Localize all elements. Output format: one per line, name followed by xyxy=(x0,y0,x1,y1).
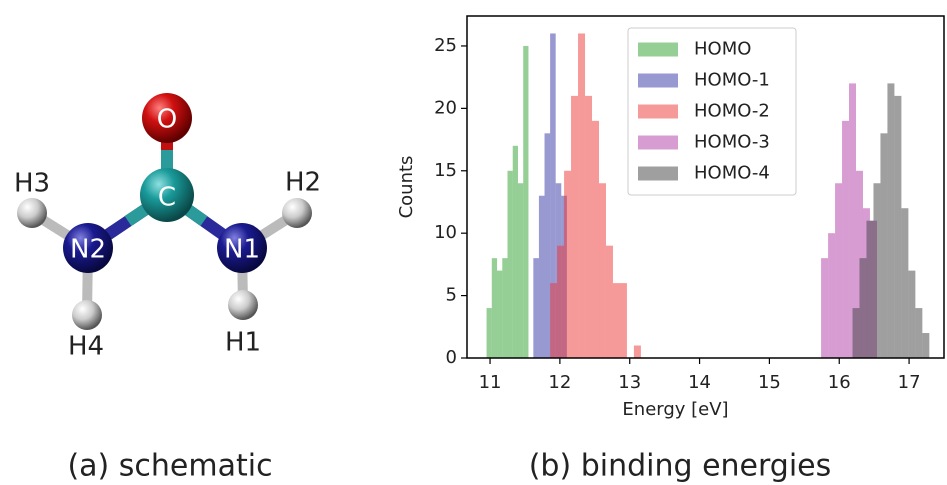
bar xyxy=(487,308,492,358)
bar xyxy=(908,271,915,358)
bar xyxy=(894,96,901,358)
y-tick-label: 20 xyxy=(434,97,457,118)
legend-label: HOMO xyxy=(694,39,751,60)
bar xyxy=(497,271,502,358)
legend-swatch xyxy=(638,74,678,88)
bar xyxy=(502,258,507,358)
bar xyxy=(585,96,592,358)
histogram: 11 12 13 14 15 16 17 0 5 10 15 20 25 Energy [eV] Count… xyxy=(396,16,944,420)
bar xyxy=(571,96,578,358)
atom xyxy=(72,300,102,330)
bar xyxy=(853,308,860,358)
bar xyxy=(620,283,627,358)
bar xyxy=(887,83,894,358)
bar xyxy=(606,246,613,358)
bar xyxy=(922,333,929,358)
bar xyxy=(880,133,887,358)
atom-label: C xyxy=(158,183,176,213)
molecule: O C N1 N2 H1 H2 H3 H4 xyxy=(14,93,321,362)
bar xyxy=(508,171,513,358)
y-tick-label: 5 xyxy=(446,285,457,306)
x-tick-label: 15 xyxy=(758,372,781,393)
x-tick-label: 12 xyxy=(548,372,571,393)
bar xyxy=(564,171,571,358)
x-axis-label: Energy [eV] xyxy=(622,399,728,420)
legend-swatch xyxy=(638,43,678,57)
bar xyxy=(492,258,497,358)
caption: (a) schematic xyxy=(67,449,272,484)
figure: O C N1 N2 H1 H2 H3 H4 (a) schematic (b) … xyxy=(0,0,947,485)
atom-label: O xyxy=(157,105,177,135)
bar xyxy=(539,196,545,358)
x-tick-label: 17 xyxy=(898,372,921,393)
atom xyxy=(17,198,47,228)
bar xyxy=(513,146,518,358)
x-tick-label: 14 xyxy=(688,372,711,393)
legend-swatch xyxy=(638,136,678,150)
x-tick-label: 13 xyxy=(618,372,641,393)
legend-swatch xyxy=(638,105,678,119)
bar xyxy=(859,258,866,358)
atom-label: H2 xyxy=(285,168,321,198)
legend-label: HOMO-2 xyxy=(694,101,770,122)
bar xyxy=(599,183,606,358)
bar xyxy=(523,46,528,358)
legend-label: HOMO-1 xyxy=(694,70,770,91)
y-tick-label: 25 xyxy=(434,35,457,56)
y-tick-label: 10 xyxy=(434,222,457,243)
atom-label: N2 xyxy=(70,235,106,265)
bar xyxy=(578,33,585,358)
bar xyxy=(557,246,564,358)
bar xyxy=(533,258,539,358)
atom-label: N1 xyxy=(224,235,260,265)
bar xyxy=(550,283,557,358)
bar xyxy=(873,183,880,358)
atom xyxy=(228,290,258,320)
bar xyxy=(613,283,620,358)
x-tick-label: 16 xyxy=(828,372,851,393)
bar xyxy=(821,258,828,358)
bar xyxy=(634,346,641,358)
legend-label: HOMO-3 xyxy=(694,132,770,153)
bar xyxy=(842,121,849,358)
y-tick-label: 15 xyxy=(434,160,457,181)
bar xyxy=(901,208,908,358)
y-axis-label: Counts xyxy=(396,156,417,219)
atom xyxy=(282,198,312,228)
bar xyxy=(915,308,922,358)
legend-swatch xyxy=(638,167,678,181)
atom-label: H3 xyxy=(14,169,50,199)
atom-label: H4 xyxy=(68,332,104,362)
legend: HOMO HOMO-1 HOMO-2 HOMO-3 HOMO-4 xyxy=(628,28,796,195)
bar xyxy=(866,221,873,358)
legend-label: HOMO-4 xyxy=(694,163,770,184)
bar xyxy=(835,183,842,358)
x-tick-label: 11 xyxy=(479,372,502,393)
caption: (b) binding energies xyxy=(529,449,832,484)
bar xyxy=(592,121,599,358)
bar xyxy=(545,133,551,358)
bar xyxy=(518,183,523,358)
bar xyxy=(828,233,835,358)
y-tick-label: 0 xyxy=(446,347,457,368)
atom-label: H1 xyxy=(225,328,261,358)
